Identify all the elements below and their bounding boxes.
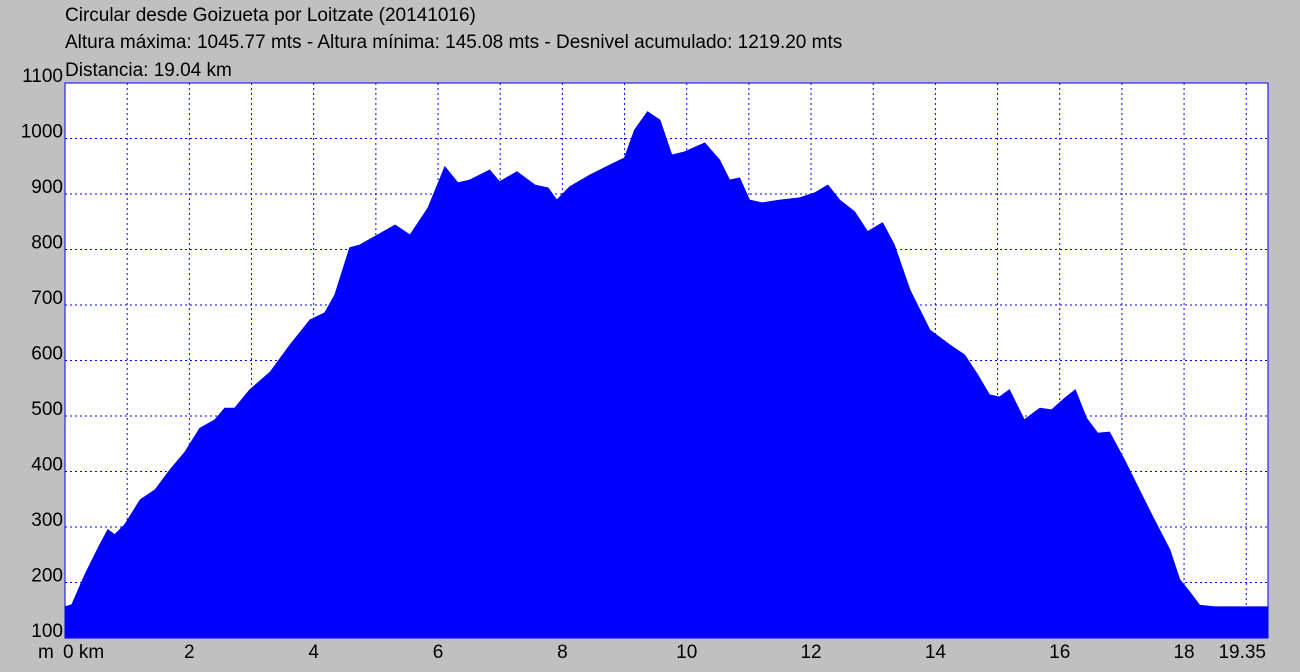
y-tick-label: 800 bbox=[31, 233, 63, 254]
plot-border bbox=[64, 82, 1269, 639]
x-tick-label: 10 bbox=[676, 642, 697, 663]
x-tick-label: 0 km bbox=[63, 642, 104, 663]
y-tick-label: 1000 bbox=[21, 122, 63, 143]
x-tick-label: 6 bbox=[433, 642, 444, 663]
x-tick-label: 8 bbox=[557, 642, 568, 663]
y-tick-label: 300 bbox=[31, 510, 63, 531]
y-tick-label: 500 bbox=[31, 399, 63, 420]
x-tick-label: 14 bbox=[925, 642, 947, 663]
x-tick-label: 16 bbox=[1049, 642, 1070, 663]
y-tick-label: 600 bbox=[31, 344, 63, 365]
elevation-area bbox=[64, 111, 1268, 639]
chart-subtitle: Distancia: 19.04 km bbox=[65, 60, 232, 81]
y-tick-label: 700 bbox=[31, 288, 63, 309]
chart-title: Circular desde Goizueta por Loitzate (20… bbox=[65, 5, 476, 26]
chart-subtitle: Altura máxima: 1045.77 mts - Altura míni… bbox=[65, 32, 842, 53]
y-tick-label: 100 bbox=[31, 621, 63, 642]
y-tick-label: 1100 bbox=[22, 66, 63, 87]
y-tick-label: 900 bbox=[31, 177, 63, 198]
x-tick-label: 2 bbox=[184, 642, 195, 663]
x-tick-label: 12 bbox=[800, 642, 821, 663]
y-tick-label: 400 bbox=[31, 455, 63, 476]
x-tick-label: 4 bbox=[308, 642, 319, 663]
y-unit: m bbox=[38, 642, 54, 663]
x-tick-label: 19.35 bbox=[1218, 642, 1266, 663]
x-tick-label: 18 bbox=[1173, 642, 1194, 663]
y-tick-label: 200 bbox=[31, 566, 63, 587]
